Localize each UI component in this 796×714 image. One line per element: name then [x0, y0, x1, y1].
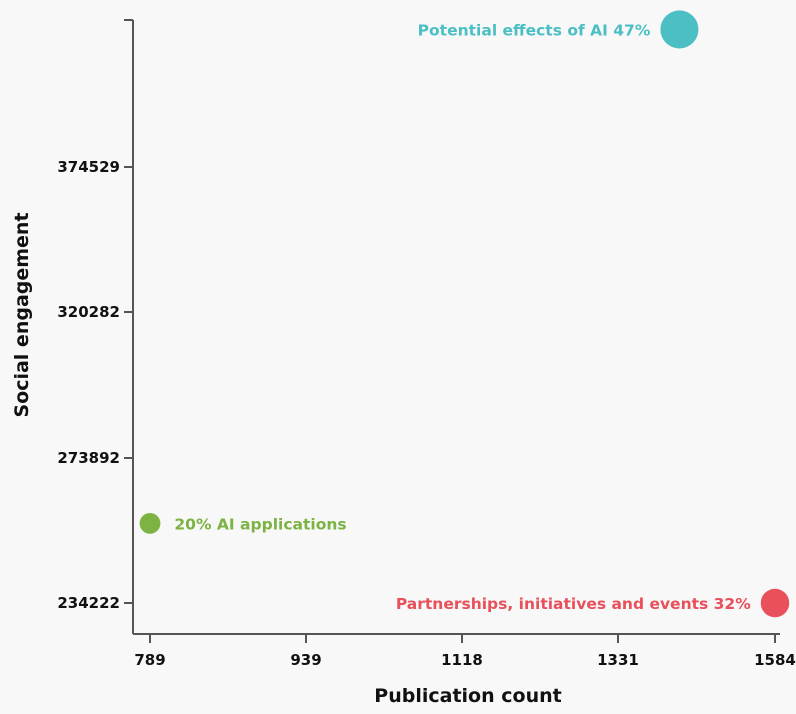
y-tick-label: 320282: [57, 303, 120, 321]
x-tick-label: 1584: [754, 651, 796, 669]
x-tick-label: 789: [134, 651, 165, 669]
x-axis: 789 939 1118 1331 1584: [133, 633, 796, 669]
y-axis-title: Social engagement: [11, 212, 33, 417]
y-tick-label: 273892: [57, 449, 120, 467]
x-tick-label: 1331: [597, 651, 639, 669]
data-point-label: 20% AI applications: [174, 515, 346, 533]
data-point: [139, 512, 161, 534]
data-points: 20% AI applications Partnerships, initiat…: [139, 10, 790, 618]
y-tick-label: 234222: [57, 594, 120, 612]
x-tick-label: 1118: [441, 651, 483, 669]
data-point-label: Partnerships, initiatives and events 32%: [396, 595, 751, 613]
data-point: [760, 588, 790, 618]
data-point: [660, 10, 699, 49]
data-point-label: Potential effects of AI 47%: [418, 21, 651, 39]
x-axis-title: Publication count: [374, 685, 561, 707]
y-axis: 234222 273892 320282 374529: [57, 19, 134, 634]
y-tick-label: 374529: [57, 158, 120, 176]
x-tick-label: 939: [290, 651, 321, 669]
